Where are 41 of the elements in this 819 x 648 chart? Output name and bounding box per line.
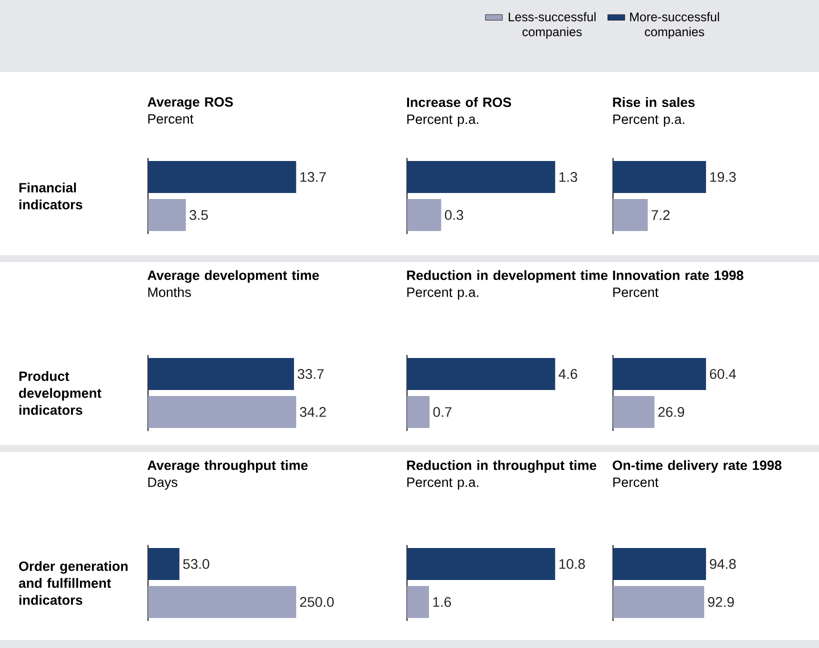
data-label: 94.8 <box>710 559 736 569</box>
data-label: 7.2 <box>652 210 670 220</box>
chart-title: Increase of ROS <box>407 97 512 108</box>
legend-label: Less-successful companies <box>508 12 596 39</box>
chart-subtitle: Percent <box>613 478 658 487</box>
y-axis-title: Order generation and fulfillment indicators <box>18 561 128 605</box>
data-label: 53.0 <box>183 559 210 569</box>
data-label: 10.8 <box>559 559 585 569</box>
data-label: 0.7 <box>433 407 452 417</box>
chart-subtitle: Percent <box>613 288 658 297</box>
chart-subtitle: Percent p.a. <box>407 288 478 300</box>
data-label: 33.7 <box>298 369 324 379</box>
data-label: 60.4 <box>710 369 736 379</box>
data-label: 19.3 <box>710 172 736 182</box>
chart-title: Average throughput time <box>148 460 308 473</box>
data-label: 1.6 <box>433 597 451 607</box>
data-label: 34.2 <box>300 407 326 417</box>
chart-subtitle: Percent p.a. <box>613 114 684 127</box>
data-label: 250.0 <box>300 597 334 607</box>
y-axis-title: Financial indicators <box>19 182 82 210</box>
chart-title: Innovation rate 1998 <box>613 270 744 280</box>
data-label: 13.7 <box>300 172 326 182</box>
chart-title: On-time delivery rate 1998 <box>612 460 782 473</box>
chart-title: Reduction in throughput time <box>407 460 596 473</box>
chart-title: Average development time <box>148 270 319 283</box>
legend-label: More-successful companies <box>630 12 719 39</box>
y-axis-title: Product development indicators <box>19 371 102 415</box>
data-label: 0.3 <box>444 210 464 220</box>
data-label: 4.6 <box>558 369 578 379</box>
chart-title: Rise in sales <box>613 97 695 108</box>
data-label: 26.9 <box>658 407 684 417</box>
chart-title: Average ROS <box>148 97 233 110</box>
chart-subtitle: Percent p.a. <box>407 114 478 127</box>
chart-subtitle: Months <box>148 287 191 297</box>
chart-title: Reduction in development time <box>407 270 608 283</box>
data-label: 92.9 <box>708 597 734 607</box>
data-label: 1.3 <box>559 172 578 182</box>
chart-subtitle: Percent p.a. <box>407 478 478 490</box>
chart-subtitle: Percent <box>148 114 194 124</box>
data-label: 3.5 <box>190 210 208 220</box>
chart-subtitle: Days <box>148 478 178 490</box>
